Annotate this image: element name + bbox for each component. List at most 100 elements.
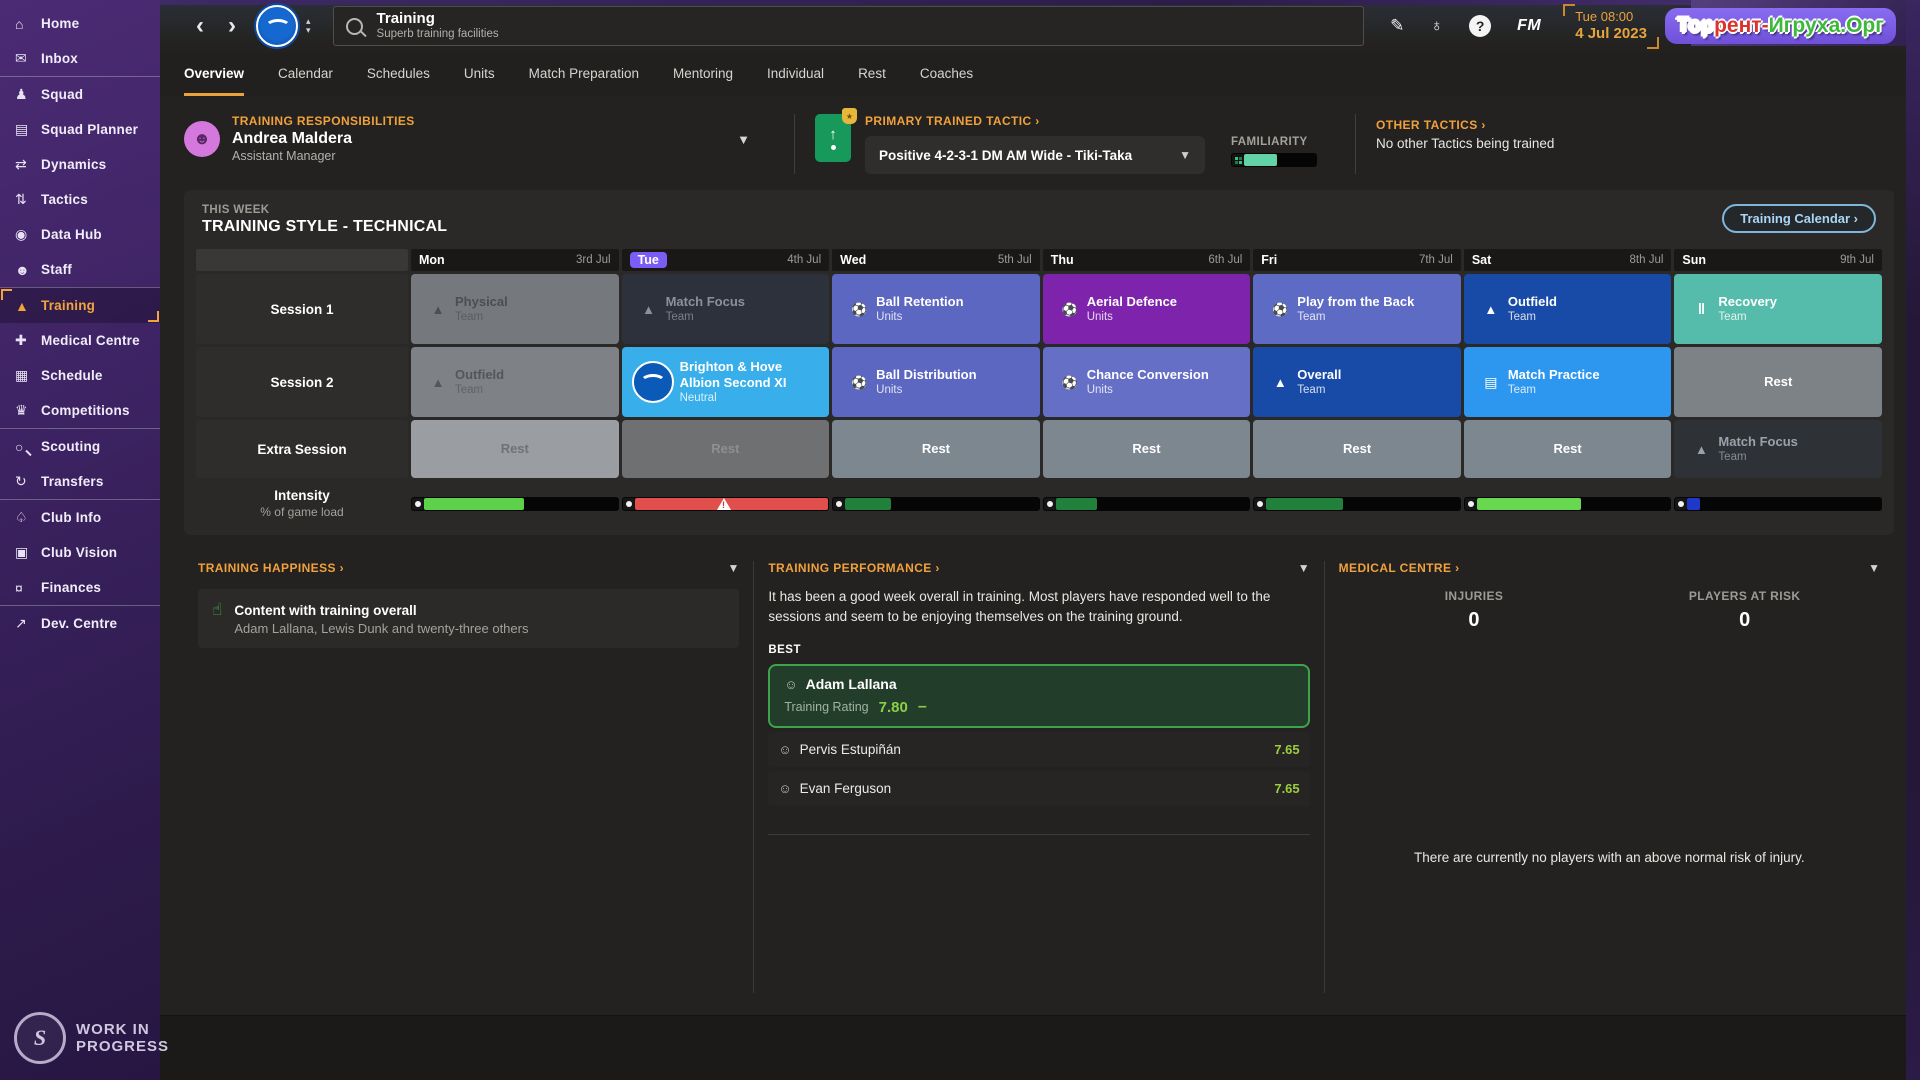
best-player-card[interactable]: ☺ Adam Lallana Training Rating 7.80 – bbox=[768, 664, 1310, 729]
intensity-mon bbox=[411, 496, 619, 511]
collapse-chevron-icon[interactable]: ▼ bbox=[727, 561, 740, 575]
chevron-down-icon[interactable]: ▼ bbox=[737, 131, 750, 147]
extra-mon[interactable]: Rest bbox=[411, 420, 619, 478]
session1-row: Session 1 Physical Team bbox=[196, 274, 1882, 344]
briefcase-icon: ▣ bbox=[15, 544, 29, 560]
tab-schedules[interactable]: Schedules bbox=[366, 66, 430, 81]
other-tactics-heading[interactable]: OTHER TACTICS › bbox=[1376, 118, 1486, 132]
training-happiness-heading[interactable]: TRAINING HAPPINESS › bbox=[198, 561, 345, 575]
ball-icon bbox=[1675, 497, 1688, 510]
sidebar-item-club-info[interactable]: ♤ Club Info bbox=[0, 499, 160, 535]
tab-coaches[interactable]: Coaches bbox=[919, 66, 974, 81]
player-icon bbox=[1263, 301, 1297, 318]
search-bar[interactable]: Training Superb training facilities bbox=[332, 6, 1365, 46]
session1-mon[interactable]: Physical Team bbox=[411, 274, 619, 344]
session1-sun[interactable]: Recovery Team bbox=[1674, 274, 1882, 344]
sidebar-item-data-hub[interactable]: ◉ Data Hub bbox=[15, 226, 102, 242]
medical-centre-heading[interactable]: MEDICAL CENTRE › bbox=[1338, 561, 1460, 575]
top-bar: ‹ › ▴ ▾ Training Superb training facilit… bbox=[160, 0, 1906, 52]
session1-wed[interactable]: Ball Retention Units bbox=[832, 274, 1040, 344]
forward-button[interactable]: › bbox=[228, 12, 236, 39]
extra-session-row: Extra Session Rest bbox=[196, 420, 1882, 478]
intensity-thu bbox=[1042, 496, 1251, 511]
players-at-risk-stat: PLAYERS AT RISK 0 bbox=[1609, 589, 1880, 632]
sidebar-item-dynamics[interactable]: ⇄ Dynamics bbox=[15, 156, 107, 172]
data-hub-icon: ◉ bbox=[15, 226, 28, 242]
training-rating-value: 7.80 bbox=[878, 698, 908, 716]
fm-logo[interactable]: FM bbox=[1517, 17, 1542, 34]
grid-spacer bbox=[196, 249, 408, 271]
best-player-name: Adam Lallana bbox=[805, 676, 897, 693]
extra-sun[interactable]: Match Focus Team bbox=[1674, 420, 1882, 478]
tab-match-preparation[interactable]: Match Preparation bbox=[528, 66, 639, 81]
cone-icon bbox=[421, 374, 455, 390]
extra-tue[interactable]: Rest bbox=[621, 420, 830, 478]
session2-fri[interactable]: Overall Team bbox=[1253, 347, 1461, 417]
chevron-up-icon: ▴ bbox=[306, 15, 311, 26]
session1-tue[interactable]: Match Focus Team bbox=[621, 274, 830, 344]
help-icon[interactable]: ? bbox=[1469, 15, 1492, 37]
tab-overview[interactable]: Overview bbox=[184, 52, 245, 96]
primary-tactic-heading[interactable]: PRIMARY TRAINED TACTIC › bbox=[865, 114, 1040, 128]
happiness-item[interactable]: ☝ Content with training overall Adam Lal… bbox=[198, 589, 740, 649]
collapse-chevron-icon[interactable]: ▼ bbox=[1297, 561, 1310, 575]
sidebar-item-squad[interactable]: ♟ Squad bbox=[0, 76, 160, 112]
extra-wed[interactable]: Rest bbox=[832, 420, 1040, 478]
tab-individual[interactable]: Individual bbox=[767, 66, 825, 81]
sidebar-item-tactics[interactable]: ⇅ Tactics bbox=[15, 191, 88, 207]
extra-fri[interactable]: Rest bbox=[1253, 420, 1461, 478]
shirt-icon: ♟ bbox=[15, 86, 28, 102]
work-in-progress-footer: S WORK IN PROGRESS bbox=[14, 1012, 169, 1064]
session2-mon[interactable]: Outfield Team bbox=[411, 347, 619, 417]
sidebar-item-training[interactable]: ▲ Training bbox=[0, 287, 160, 323]
sidebar-item-club-vision[interactable]: ▣ Club Vision bbox=[15, 544, 118, 560]
tab-rest[interactable]: Rest bbox=[858, 66, 886, 81]
back-button[interactable]: ‹ bbox=[196, 12, 204, 39]
sidebar-item-dev-centre[interactable]: ↗ Dev. Centre bbox=[0, 605, 160, 641]
thumbs-up-icon: ☝ bbox=[212, 600, 223, 619]
training-responsibilities[interactable]: ☻ TRAINING RESPONSIBILITIES Andrea Malde… bbox=[184, 114, 774, 165]
club-switcher[interactable]: ▴ ▾ bbox=[306, 15, 311, 36]
day-header-thu: Thu 6th Jul bbox=[1042, 249, 1251, 271]
sidebar-item-finances[interactable]: ¤ Finances bbox=[15, 579, 102, 596]
sidebar-item-schedule[interactable]: ▦ Schedule bbox=[15, 367, 103, 383]
chevron-down-icon: ▾ bbox=[306, 25, 311, 35]
performance-player-row[interactable]: ☺ Evan Ferguson 7.65 bbox=[768, 771, 1310, 807]
tab-mentoring[interactable]: Mentoring bbox=[672, 66, 734, 81]
edit-pencil-icon[interactable]: ✎ bbox=[1390, 16, 1405, 35]
tab-calendar[interactable]: Calendar bbox=[278, 66, 333, 81]
session1-thu[interactable]: Aerial Defence Units bbox=[1042, 274, 1251, 344]
player-icon bbox=[842, 374, 876, 391]
tactic-dropdown[interactable]: Positive 4-2-3-1 DM AM Wide - Tiki-Taka … bbox=[865, 136, 1205, 174]
sidebar-item-inbox[interactable]: ✉ Inbox bbox=[15, 50, 78, 66]
cone-icon bbox=[1263, 374, 1297, 390]
tab-units[interactable]: Units bbox=[463, 66, 495, 81]
sidebar-item-transfers[interactable]: ↻ Transfers bbox=[15, 473, 104, 489]
extra-thu[interactable]: Rest bbox=[1042, 420, 1251, 478]
collapse-chevron-icon[interactable]: ▼ bbox=[1868, 561, 1880, 575]
training-performance-heading[interactable]: TRAINING PERFORMANCE › bbox=[768, 561, 940, 575]
bib-icon bbox=[1474, 374, 1508, 391]
extra-sat[interactable]: Rest bbox=[1463, 420, 1672, 478]
session2-thu[interactable]: Chance Conversion Units bbox=[1042, 347, 1251, 417]
session1-fri[interactable]: Play from the Back Team bbox=[1253, 274, 1461, 344]
session2-wed[interactable]: Ball Distribution Units bbox=[832, 347, 1040, 417]
player-face-icon: ☺ bbox=[778, 781, 792, 797]
session2-sun[interactable]: Rest bbox=[1674, 347, 1882, 417]
sidebar-item-squad-planner[interactable]: ▤ Squad Planner bbox=[15, 121, 139, 137]
world-icon[interactable]: ♁ bbox=[1430, 16, 1444, 35]
performance-player-row[interactable]: ☺ Pervis Estupiñán 7.65 bbox=[768, 732, 1310, 768]
session2-sat[interactable]: Match Practice Team bbox=[1463, 347, 1672, 417]
session2-tue[interactable]: Brighton & Hove Albion Second XI Neutral bbox=[621, 347, 830, 417]
sidebar-item-competitions[interactable]: ♛ Competitions bbox=[15, 402, 130, 418]
primary-trained-tactic: ↑ ★ PRIMARY TRAINED TACTIC › Positive 4-… bbox=[815, 108, 1335, 174]
training-rating-label: Training Rating bbox=[784, 700, 869, 715]
training-calendar-button[interactable]: Training Calendar › bbox=[1722, 204, 1876, 233]
session1-sat[interactable]: Outfield Team bbox=[1463, 274, 1672, 344]
sidebar-item-scouting[interactable]: ○ Scouting bbox=[0, 428, 160, 464]
sidebar-item-medical-centre[interactable]: ✚ Medical Centre bbox=[15, 332, 140, 348]
club-crest-icon[interactable] bbox=[256, 5, 298, 47]
sidebar-item-staff[interactable]: ☻ Staff bbox=[15, 261, 72, 278]
tactic-card-icon: ↑ ★ bbox=[815, 108, 857, 162]
sidebar-item-home[interactable]: ⌂ Home bbox=[15, 15, 80, 32]
